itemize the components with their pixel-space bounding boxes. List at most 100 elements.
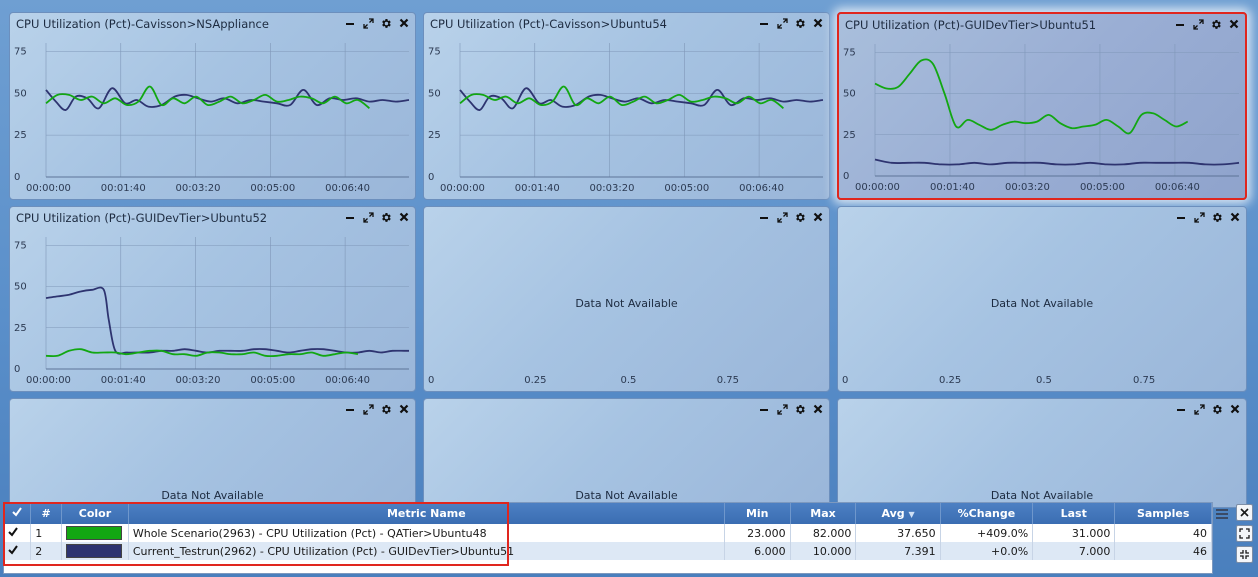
- legend-expand-button[interactable]: [1235, 525, 1253, 542]
- legend-collapse-button[interactable]: [1235, 546, 1253, 563]
- header-samples[interactable]: Samples: [1114, 503, 1212, 524]
- settings-button[interactable]: [794, 16, 806, 30]
- close-button[interactable]: [1229, 210, 1241, 224]
- row-change: +409.0%: [940, 524, 1034, 542]
- minimize-button[interactable]: [344, 402, 356, 416]
- panel-title: CPU Utilization (Pct)-GUIDevTier>Ubuntu5…: [16, 211, 268, 225]
- legend-row[interactable]: 2 Current_Testrun(2962) - CPU Utilizatio…: [4, 542, 1212, 560]
- row-checkbox[interactable]: [4, 542, 32, 560]
- header-last[interactable]: Last: [1032, 503, 1116, 524]
- expand-button[interactable]: [1193, 210, 1205, 224]
- close-icon: [1230, 212, 1240, 222]
- panel-title: CPU Utilization (Pct)-GUIDevTier>Ubuntu5…: [845, 18, 1097, 32]
- minimize-icon: [1176, 24, 1184, 26]
- expand-icon: [776, 403, 788, 415]
- expand-button[interactable]: [362, 16, 374, 30]
- minimize-button[interactable]: [1175, 210, 1187, 224]
- color-swatch[interactable]: [66, 526, 123, 540]
- expand-button[interactable]: [776, 16, 788, 30]
- expand-button[interactable]: [776, 210, 788, 224]
- minimize-button[interactable]: [758, 402, 770, 416]
- no-data-message: Data Not Available: [575, 489, 678, 502]
- series-line: [459, 87, 824, 111]
- minimize-button[interactable]: [1175, 402, 1187, 416]
- row-color-cell[interactable]: [61, 542, 129, 560]
- check-icon: [8, 544, 18, 555]
- select-all-header[interactable]: [4, 503, 32, 524]
- expand-button[interactable]: [362, 402, 374, 416]
- minimize-button[interactable]: [758, 210, 770, 224]
- no-data-message: Data Not Available: [990, 297, 1094, 310]
- x-tick-label: 00:05:00: [1080, 182, 1125, 193]
- header-min[interactable]: Min: [724, 503, 791, 524]
- row-avg: 37.650: [855, 524, 941, 542]
- chart-panel[interactable]: CPU Utilization (Pct)-Cavisson>NSApplian…: [9, 12, 416, 200]
- close-button[interactable]: [398, 402, 410, 416]
- x-tick-label: 00:06:40: [325, 183, 370, 194]
- column-menu-button[interactable]: [1213, 504, 1231, 524]
- chart-panel[interactable]: Data Not Available: [9, 398, 416, 508]
- settings-button[interactable]: [1211, 402, 1223, 416]
- close-button[interactable]: [812, 402, 824, 416]
- header-avg[interactable]: Avg ▼: [855, 503, 941, 524]
- x-tick-label: 00:00:00: [440, 183, 485, 194]
- close-icon: [399, 212, 409, 222]
- row-checkbox[interactable]: [4, 524, 32, 542]
- row-color-cell[interactable]: [61, 524, 129, 542]
- legend-row[interactable]: 1 Whole Scenario(2963) - CPU Utilization…: [4, 524, 1212, 542]
- chart-panel[interactable]: Data Not Available: [837, 398, 1247, 508]
- expand-button[interactable]: [1192, 17, 1204, 31]
- header-change[interactable]: %Change: [940, 503, 1034, 524]
- close-button[interactable]: [398, 16, 410, 30]
- chart-panel[interactable]: Data Not Available 0 0.25 0.5 0.75: [837, 206, 1247, 392]
- close-button[interactable]: [1229, 402, 1241, 416]
- header-number[interactable]: #: [30, 503, 63, 524]
- x-tick-label: 0: [428, 375, 434, 386]
- minimize-button[interactable]: [758, 16, 770, 30]
- close-button[interactable]: [398, 210, 410, 224]
- y-tick-label: 75: [428, 46, 441, 57]
- header-metric-name[interactable]: Metric Name: [128, 503, 725, 524]
- panel-toolbar: [758, 15, 824, 31]
- settings-button[interactable]: [1211, 210, 1223, 224]
- chart-panel[interactable]: CPU Utilization (Pct)-GUIDevTier>Ubuntu5…: [9, 206, 416, 392]
- expand-icon: [776, 17, 788, 29]
- close-button[interactable]: [812, 16, 824, 30]
- color-swatch[interactable]: [66, 544, 123, 558]
- x-tick-label: 00:05:00: [664, 183, 709, 194]
- x-tick-label: 00:01:40: [101, 375, 146, 386]
- minimize-button[interactable]: [1174, 17, 1186, 31]
- header-max[interactable]: Max: [790, 503, 857, 524]
- minimize-icon: [760, 23, 768, 25]
- settings-button[interactable]: [794, 402, 806, 416]
- gear-icon: [1213, 212, 1222, 222]
- settings-button[interactable]: [380, 210, 392, 224]
- legend-close-button[interactable]: [1235, 504, 1253, 521]
- y-tick-label: 0: [843, 171, 849, 182]
- settings-button[interactable]: [1210, 17, 1222, 31]
- gear-icon: [796, 404, 805, 414]
- minimize-button[interactable]: [344, 210, 356, 224]
- settings-button[interactable]: [380, 16, 392, 30]
- header-color[interactable]: Color: [61, 503, 129, 524]
- minimize-icon: [346, 23, 354, 25]
- close-button[interactable]: [1228, 17, 1240, 31]
- row-metric-name: Whole Scenario(2963) - CPU Utilization (…: [128, 524, 725, 542]
- x-tick-label: 00:06:40: [1155, 182, 1200, 193]
- settings-button[interactable]: [380, 402, 392, 416]
- minimize-button[interactable]: [344, 16, 356, 30]
- settings-button[interactable]: [794, 210, 806, 224]
- chart-panel[interactable]: Data Not Available 0 0.25 0.5 0.75: [423, 206, 830, 392]
- close-button[interactable]: [812, 210, 824, 224]
- expand-button[interactable]: [776, 402, 788, 416]
- chart-panel-selected[interactable]: CPU Utilization (Pct)-GUIDevTier>Ubuntu5…: [837, 12, 1247, 200]
- expand-button[interactable]: [362, 210, 374, 224]
- y-tick-label: 50: [428, 88, 441, 99]
- chart-panel[interactable]: CPU Utilization (Pct)-Cavisson>Ubuntu54 …: [423, 12, 830, 200]
- series-line: [45, 348, 359, 358]
- y-tick-label: 50: [14, 88, 27, 99]
- chart-panel[interactable]: Data Not Available: [423, 398, 830, 508]
- x-tick-label: 0: [842, 375, 848, 386]
- expand-button[interactable]: [1193, 402, 1205, 416]
- x-tick-label: 0.5: [621, 375, 637, 386]
